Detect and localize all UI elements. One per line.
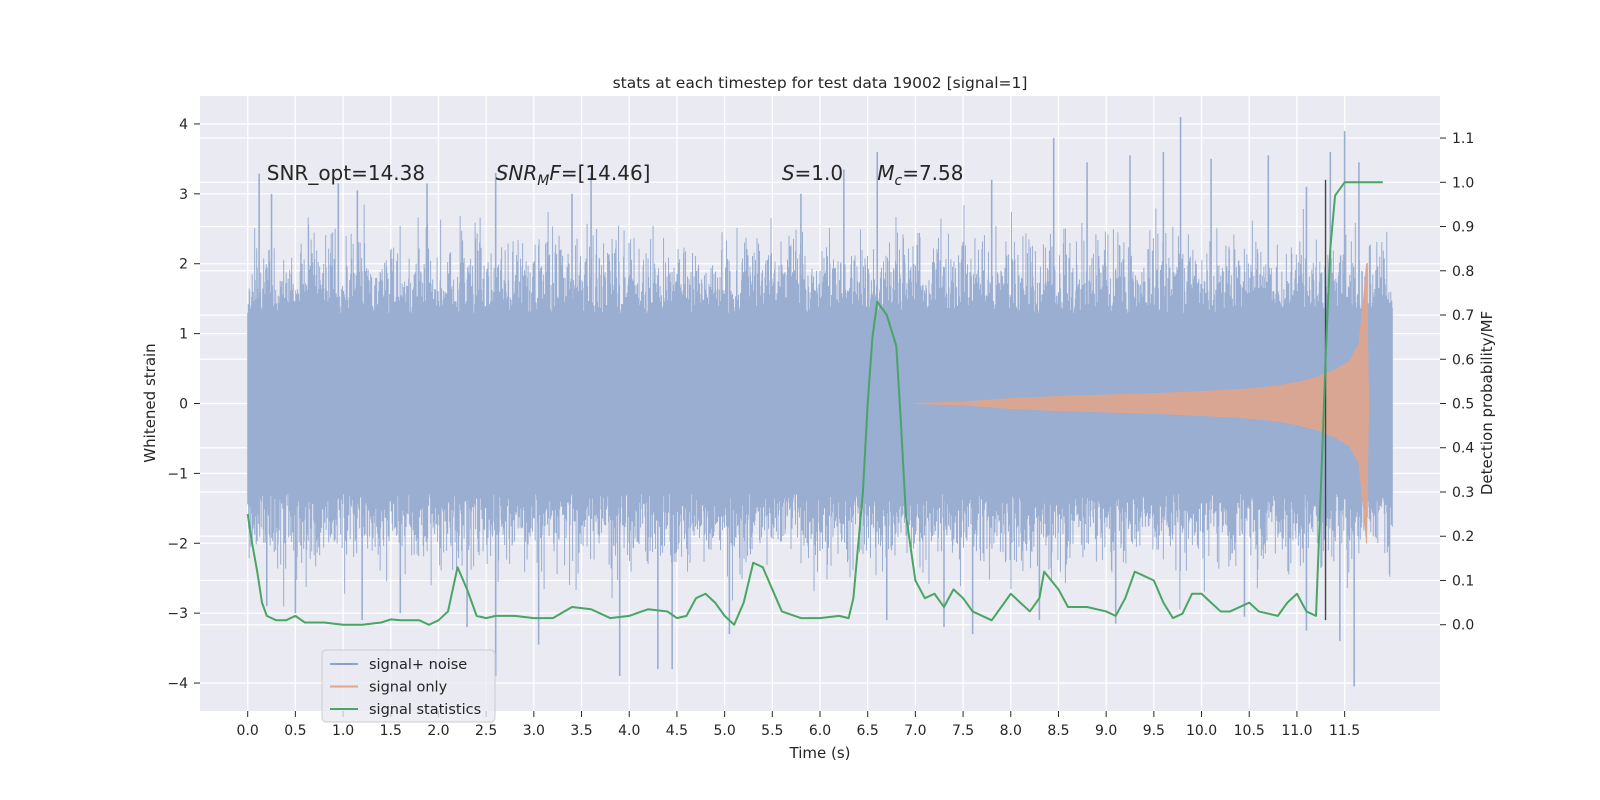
- legend-label: signal only: [369, 680, 448, 696]
- x-tick-label: 2.0: [427, 723, 449, 739]
- y-tick-label: −1: [167, 466, 188, 482]
- x-axis-ticks: 0.0 0.5 1.0 1.5 2.0 2.5 3.0 3.5 4.0 4.5 5.0 5.5 6.0 6…: [237, 711, 1360, 739]
- x-tick-label: 2.5: [475, 723, 497, 739]
- annotation-prefix: SNR_opt=14.38: [267, 161, 425, 185]
- legend: signal+ noise signal only signal statistic…: [321, 649, 496, 723]
- x-tick-label: 11.5: [1329, 723, 1360, 739]
- annotation-var: SNR: [496, 161, 538, 185]
- y-tick-label: 4: [179, 117, 188, 133]
- x-tick-label: 11.0: [1281, 723, 1312, 739]
- x-axis-label: Time (s): [789, 744, 851, 762]
- x-tick-label: 10.0: [1186, 723, 1217, 739]
- x-tick-label: 4.0: [618, 723, 640, 739]
- y2-tick-label: 1.1: [1452, 131, 1474, 147]
- y2-tick-label: 0.9: [1452, 220, 1474, 236]
- x-tick-label: 8.5: [1047, 723, 1069, 739]
- annotations: SNR_opt=14.38 SNRMF=[14.46] S=1.0 Mc=7.58: [267, 161, 964, 189]
- statistics-line: [246, 181, 1383, 626]
- legend-label: signal+ noise: [369, 657, 467, 673]
- x-tick-label: 9.5: [1143, 723, 1165, 739]
- annotation-text: SNR_opt=14.38: [267, 161, 425, 185]
- annotation-suffix: =1.0: [795, 161, 844, 185]
- y-tick-label: −4: [167, 676, 188, 692]
- y2-tick-label: 1.0: [1452, 175, 1474, 191]
- statistics-series: [246, 181, 1383, 626]
- signal-envelope: [915, 263, 1369, 544]
- x-tick-label: 0.5: [284, 723, 306, 739]
- annotation-text: Mc=7.58: [877, 161, 963, 189]
- legend-label: signal statistics: [369, 702, 481, 718]
- signal-series: [915, 263, 1369, 544]
- y2-tick-label: 0.8: [1452, 264, 1474, 280]
- y2-tick-label: 0.5: [1452, 397, 1474, 413]
- x-tick-label: 5.5: [761, 723, 783, 739]
- x-tick-label: 0.0: [237, 723, 259, 739]
- x-tick-label: 7.0: [904, 723, 926, 739]
- annotation-var: S: [782, 161, 795, 185]
- y2-axis-label: Detection probability/MF: [1478, 311, 1496, 495]
- x-tick-label: 9.0: [1095, 723, 1117, 739]
- x-tick-label: 6.0: [809, 723, 831, 739]
- x-tick-label: 3.0: [523, 723, 545, 739]
- chart-title: stats at each timestep for test data 190…: [613, 74, 1028, 92]
- y-tick-label: −2: [167, 536, 188, 552]
- y-tick-label: 3: [179, 187, 188, 203]
- x-tick-label: 1.0: [332, 723, 354, 739]
- y-tick-label: 1: [179, 327, 188, 343]
- y-tick-label: 2: [179, 257, 188, 273]
- y2-tick-label: 0.3: [1452, 485, 1474, 501]
- y2-tick-label: 0.7: [1452, 308, 1474, 324]
- y2-axis-ticks: 0.0 0.1 0.2 0.3 0.4 0.5 0.6 0.7 0.8 0.9 1.0 1.1: [1440, 131, 1474, 634]
- y2-tick-label: 0.0: [1452, 618, 1474, 634]
- y-axis-label: Whitened strain: [141, 343, 159, 462]
- y-tick-label: 0: [179, 397, 188, 413]
- annotation-var: M: [877, 161, 894, 185]
- y2-tick-label: 0.6: [1452, 352, 1474, 368]
- y2-tick-label: 0.2: [1452, 529, 1474, 545]
- x-tick-label: 6.5: [857, 723, 879, 739]
- legend-box: [321, 649, 496, 723]
- x-tick-label: 1.5: [380, 723, 402, 739]
- annotation-suffix: =7.58: [902, 161, 963, 185]
- x-tick-label: 3.5: [570, 723, 592, 739]
- x-tick-label: 10.5: [1234, 723, 1265, 739]
- y-axis-ticks: −4 −3 −2 −1 0 1 2 3 4: [167, 117, 200, 692]
- annotation-text: SNRMF=[14.46]: [496, 161, 651, 189]
- y2-tick-label: 0.4: [1452, 441, 1474, 457]
- x-tick-label: 5.0: [713, 723, 735, 739]
- annotation-suffix: =[14.46]: [561, 161, 651, 185]
- y-tick-label: −3: [167, 606, 188, 622]
- annotation-text: S=1.0: [782, 161, 843, 185]
- annotation-sub: c: [894, 173, 902, 189]
- x-tick-label: 4.5: [666, 723, 688, 739]
- y2-tick-label: 0.1: [1452, 573, 1474, 589]
- annotation-sub: M: [537, 173, 549, 189]
- annotation-varb: F: [549, 161, 561, 185]
- x-tick-label: 7.5: [952, 723, 974, 739]
- x-tick-label: 8.0: [1000, 723, 1022, 739]
